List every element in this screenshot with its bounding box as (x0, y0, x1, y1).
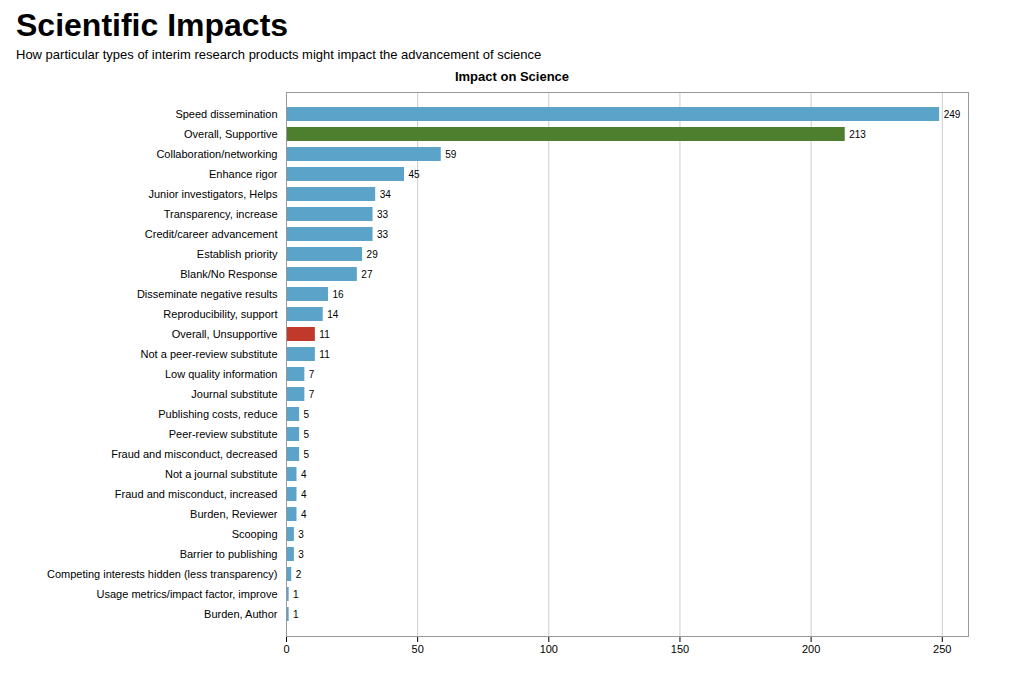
svg-text:11: 11 (319, 349, 330, 360)
svg-text:Reproducibility, support: Reproducibility, support (163, 308, 277, 320)
svg-text:Junior investigators, Helps: Junior investigators, Helps (148, 188, 278, 200)
svg-text:7: 7 (309, 389, 315, 400)
svg-text:1: 1 (293, 609, 299, 620)
svg-text:5: 5 (304, 449, 310, 460)
svg-text:200: 200 (802, 643, 820, 655)
svg-text:150: 150 (671, 643, 689, 655)
svg-text:Blank/No Response: Blank/No Response (180, 268, 277, 280)
svg-text:Peer-review substitute: Peer-review substitute (169, 428, 278, 440)
svg-text:Enhance rigor: Enhance rigor (209, 168, 278, 180)
svg-text:34: 34 (380, 189, 392, 200)
svg-text:213: 213 (849, 129, 866, 140)
svg-text:Not a peer-review substitute: Not a peer-review substitute (141, 348, 278, 360)
svg-text:4: 4 (301, 469, 307, 480)
svg-text:249: 249 (944, 109, 961, 120)
svg-text:Not a journal substitute: Not a journal substitute (165, 468, 278, 480)
svg-text:Collaboration/networking: Collaboration/networking (156, 148, 277, 160)
svg-text:14: 14 (327, 309, 339, 320)
svg-text:Burden, Author: Burden, Author (204, 608, 278, 620)
svg-text:16: 16 (332, 289, 344, 300)
svg-text:Establish priority: Establish priority (197, 248, 278, 260)
svg-text:250: 250 (933, 643, 951, 655)
svg-text:5: 5 (304, 409, 310, 420)
svg-text:11: 11 (319, 329, 330, 340)
html-text:Impact on Science: Impact on Science (454, 69, 570, 84)
svg-text:4: 4 (301, 489, 307, 500)
svg-text:Fraud and misconduct, increase: Fraud and misconduct, increased (115, 488, 278, 500)
svg-text:59: 59 (445, 149, 457, 160)
svg-text:7: 7 (309, 369, 315, 380)
svg-text:Publishing costs, reduce: Publishing costs, reduce (158, 408, 277, 420)
svg-text:100: 100 (540, 643, 558, 655)
html-text:How particular types of interi: How particular types of interim research… (16, 47, 542, 62)
svg-text:3: 3 (298, 549, 304, 560)
svg-text:45: 45 (409, 169, 421, 180)
svg-text:Overall, Unsupportive: Overall, Unsupportive (172, 328, 278, 340)
svg-text:1: 1 (293, 589, 299, 600)
svg-text:33: 33 (377, 209, 389, 220)
svg-text:Barrier to publishing: Barrier to publishing (180, 548, 278, 560)
svg-text:Usage metrics/impact factor, i: Usage metrics/impact factor, improve (97, 588, 278, 600)
svg-text:3: 3 (298, 529, 304, 540)
svg-text:Journal substitute: Journal substitute (191, 388, 277, 400)
svg-text:2: 2 (296, 569, 302, 580)
svg-text:Burden, Reviewer: Burden, Reviewer (190, 508, 278, 520)
svg-text:4: 4 (301, 509, 307, 520)
svg-text:Low quality information: Low quality information (165, 368, 278, 380)
svg-text:Competing interests hidden (le: Competing interests hidden (less transpa… (47, 568, 278, 580)
svg-text:27: 27 (361, 269, 373, 280)
svg-text:Disseminate negative results: Disseminate negative results (137, 288, 278, 300)
svg-text:5: 5 (304, 429, 310, 440)
svg-text:33: 33 (377, 229, 389, 240)
svg-text:Scooping: Scooping (232, 528, 278, 540)
html-text:Scientific Impacts: Scientific Impacts (16, 7, 289, 43)
svg-text:Overall, Supportive: Overall, Supportive (184, 128, 278, 140)
svg-text:29: 29 (367, 249, 379, 260)
svg-text:50: 50 (412, 643, 424, 655)
svg-text:Transparency, increase: Transparency, increase (164, 208, 278, 220)
svg-text:Speed dissemination: Speed dissemination (175, 108, 277, 120)
svg-text:0: 0 (283, 643, 289, 655)
svg-text:Fraud and misconduct, decrease: Fraud and misconduct, decreased (111, 448, 277, 460)
svg-text:Credit/career advancement: Credit/career advancement (145, 228, 278, 240)
